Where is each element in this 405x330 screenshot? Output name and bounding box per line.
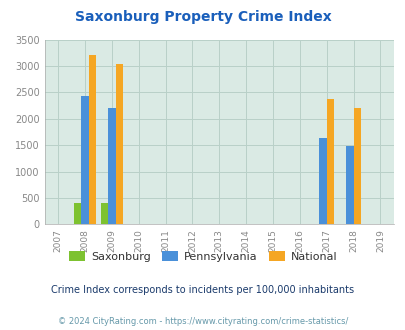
Bar bbox=[353, 108, 360, 224]
Text: © 2024 CityRating.com - https://www.cityrating.com/crime-statistics/: © 2024 CityRating.com - https://www.city… bbox=[58, 317, 347, 326]
Text: Saxonburg Property Crime Index: Saxonburg Property Crime Index bbox=[75, 10, 330, 24]
Bar bbox=[81, 96, 88, 224]
Bar bbox=[345, 146, 353, 224]
Bar bbox=[326, 99, 333, 224]
Bar bbox=[73, 203, 81, 224]
Bar bbox=[115, 64, 123, 224]
Bar bbox=[318, 138, 326, 224]
Text: Crime Index corresponds to incidents per 100,000 inhabitants: Crime Index corresponds to incidents per… bbox=[51, 285, 354, 295]
Bar bbox=[88, 55, 96, 224]
Bar bbox=[100, 203, 108, 224]
Bar bbox=[108, 108, 115, 224]
Legend: Saxonburg, Pennsylvania, National: Saxonburg, Pennsylvania, National bbox=[64, 247, 341, 267]
